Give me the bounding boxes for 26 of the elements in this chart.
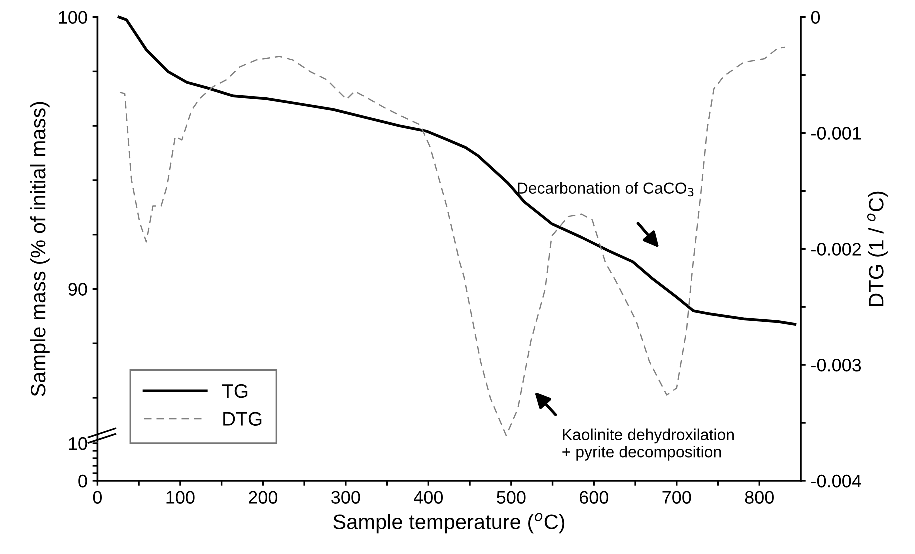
y2-axis-title: DTG (1 / $^{o}$C) xyxy=(867,192,888,306)
legend-label: DTG xyxy=(224,412,262,426)
x-tick-label: 400 xyxy=(414,491,444,504)
x-tick-label: 200 xyxy=(249,491,278,504)
x-tick-label: 300 xyxy=(332,491,360,504)
x-tick-label: 0 xyxy=(93,491,102,504)
y2-tick-label: -0.002 xyxy=(812,243,862,256)
y2-tick-label: -0.004 xyxy=(812,474,862,488)
x-tick-label: 600 xyxy=(580,491,609,504)
y-tick-label: 100 xyxy=(59,11,88,24)
y2-tick-label: 0 xyxy=(811,11,820,24)
x-axis-title: Sample temperature ($^{o}$C) xyxy=(334,513,565,534)
y2-tick-label: -0.003 xyxy=(812,359,862,372)
y-tick-label: 0 xyxy=(78,474,88,488)
x-tick-label: 800 xyxy=(745,491,774,504)
x-tick-label: 700 xyxy=(662,491,692,504)
x-tick-label: 500 xyxy=(497,491,526,504)
line-series xyxy=(118,16,797,326)
annotation: Kaolinite dehydroxilation + pyrite decomposition xyxy=(562,428,734,461)
y-axis-title: Sample mass (% of initial mass) xyxy=(30,102,50,396)
x-tick-label: 100 xyxy=(166,491,195,504)
legend-label: TG xyxy=(222,384,248,398)
annotation: Decarbonation of CaCO$_{3}$ xyxy=(518,182,694,197)
y-tick-label: 10 xyxy=(69,437,88,450)
y-tick-label: 90 xyxy=(68,283,88,296)
y2-tick-label: -0.001 xyxy=(812,127,862,140)
